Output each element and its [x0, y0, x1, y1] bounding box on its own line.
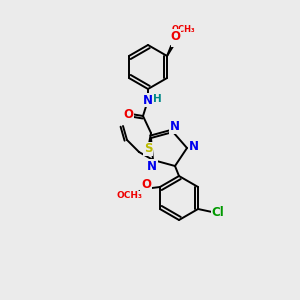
- Text: O: O: [141, 178, 151, 191]
- Text: O: O: [170, 31, 180, 44]
- Text: S: S: [144, 142, 152, 155]
- Text: H: H: [153, 94, 161, 104]
- Text: OCH₃: OCH₃: [117, 191, 143, 200]
- Text: OCH₃: OCH₃: [171, 25, 195, 34]
- Text: N: N: [170, 121, 180, 134]
- Text: N: N: [143, 94, 153, 106]
- Text: N: N: [189, 140, 199, 154]
- Text: Cl: Cl: [212, 206, 224, 218]
- Text: N: N: [147, 160, 157, 172]
- Text: O: O: [172, 36, 180, 46]
- Text: O: O: [123, 107, 133, 121]
